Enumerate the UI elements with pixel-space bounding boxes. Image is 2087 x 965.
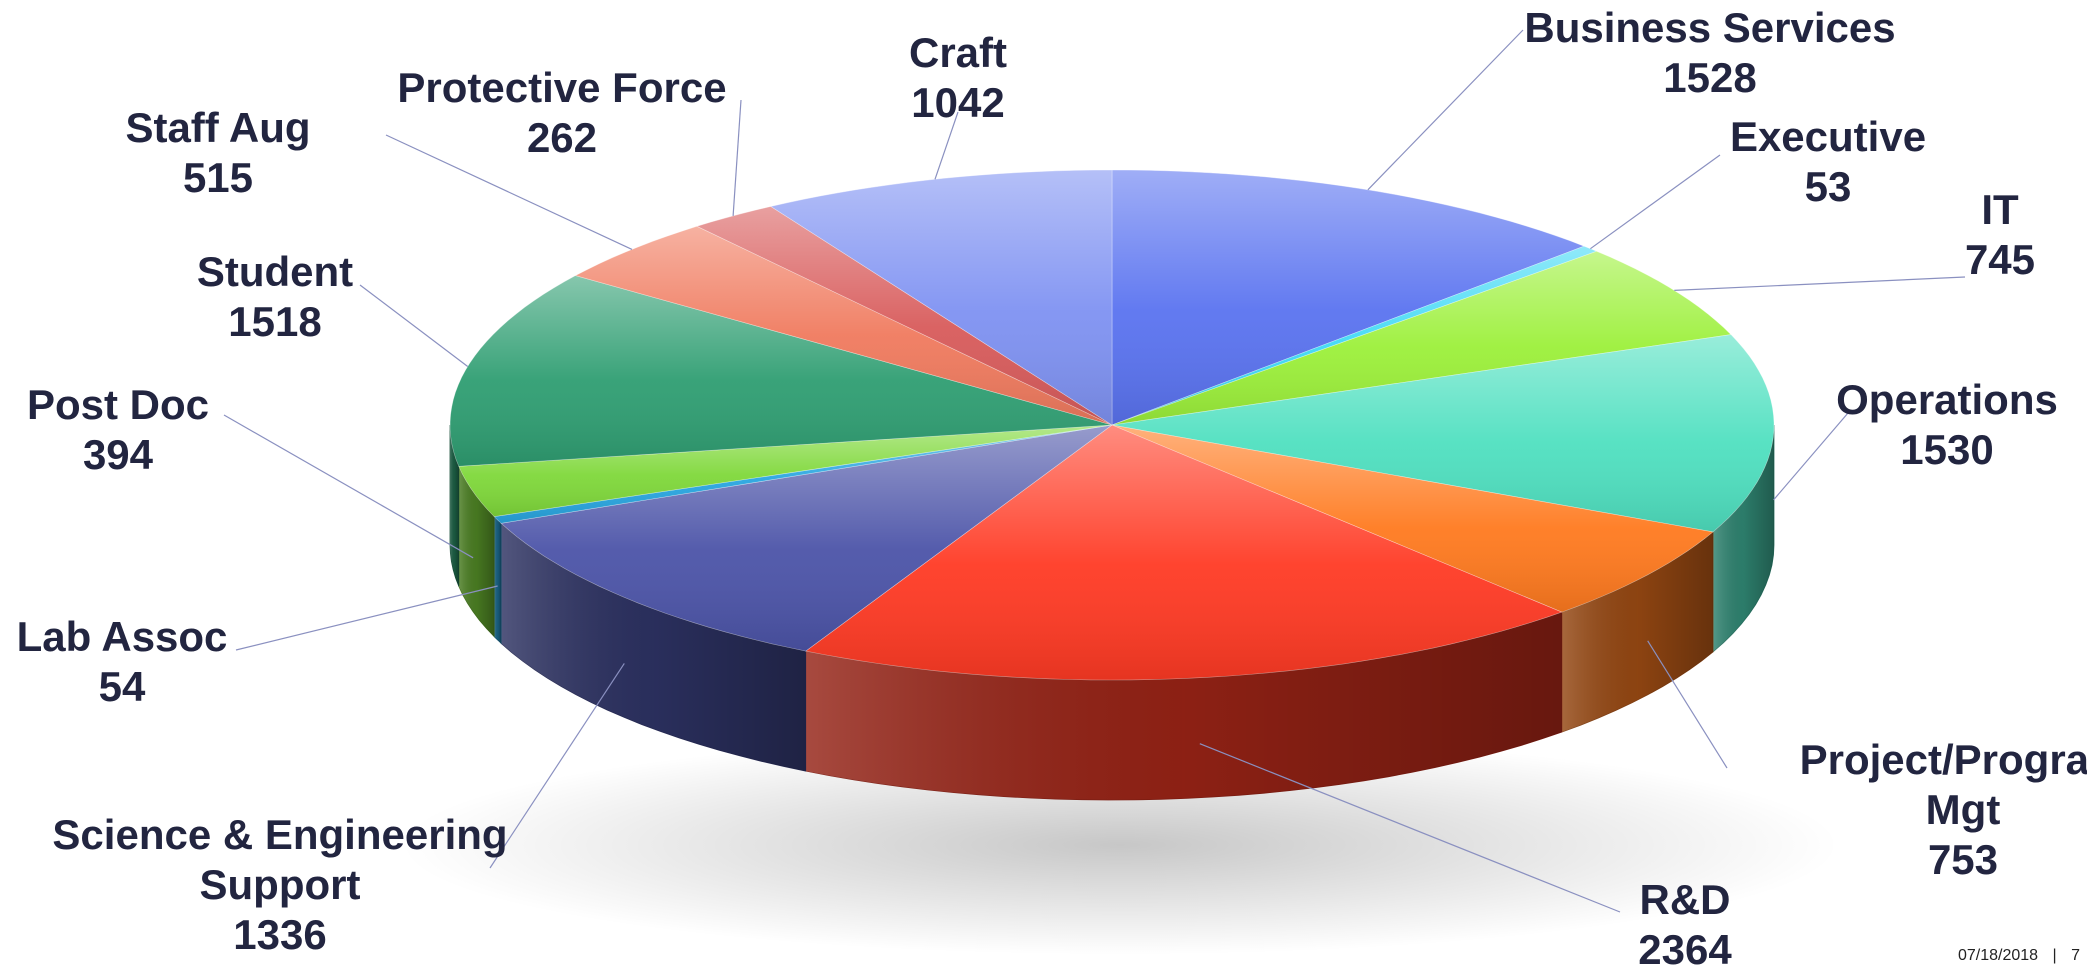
label-student-line-2: 1518	[228, 298, 321, 345]
label-craft-line-2: 1042	[911, 79, 1004, 126]
label-project-program-mgt-line-3: 753	[1928, 836, 1998, 883]
label-business-services-line-2: 1528	[1663, 54, 1756, 101]
label-operations-line-1: Operations	[1836, 376, 2058, 423]
leader-line-it	[1674, 276, 1966, 291]
footer-date: 07/18/2018	[1958, 947, 2038, 964]
slice-project-program-mgt	[1111, 424, 1714, 613]
label-r-and-d: R&D 2364	[1638, 876, 1732, 965]
leader-line-randd	[1199, 743, 1621, 913]
label-post-doc: Post Doc 394	[27, 381, 209, 478]
label-project-program-mgt-line-2: Mgt	[1926, 786, 2001, 833]
label-business-services-line-1: Business Services	[1524, 4, 1895, 51]
leader-line-post-doc	[223, 414, 474, 559]
slice-it	[1111, 250, 1732, 426]
label-staff-aug-line-1: Staff Aug	[125, 104, 310, 151]
leader-line-science-and-engineering-support	[489, 663, 625, 869]
label-operations-line-2: 1530	[1900, 426, 1993, 473]
label-executive: Executive 53	[1730, 113, 1926, 210]
label-lab-assoc-line-2: 54	[99, 663, 146, 710]
leader-line-operations	[1773, 412, 1849, 501]
label-operations: Operations 1530	[1836, 376, 2058, 473]
slice-business-services	[1111, 169, 1585, 426]
label-project-program-mgt-line-1: Project/Program	[1800, 736, 2087, 783]
pie-shadow	[400, 735, 1840, 955]
label-protective-force: Protective Force 262	[397, 64, 726, 161]
side-wall-post-doc	[458, 466, 495, 638]
leader-line-craft	[934, 111, 959, 180]
slice-labels: Business Services 1528 Executive 53 IT 745 Ope…	[17, 4, 2087, 965]
label-lab-assoc: Lab Assoc 54	[17, 613, 228, 710]
footer-page: 7	[2071, 947, 2080, 964]
label-project-program-mgt: Project/ProgramMgt753	[1800, 736, 2087, 883]
label-business-services: Business Services 1528	[1524, 4, 1895, 101]
label-science-engineering-support: Science & Engineering Support 1336	[52, 811, 507, 958]
leader-line-business-services	[1367, 29, 1524, 191]
leader-line-student	[359, 284, 469, 367]
label-staff-aug-line-2: 515	[183, 154, 253, 201]
leader-line-protective-force	[732, 99, 742, 216]
label-it-line-2: 745	[1965, 236, 2035, 283]
slice-craft	[770, 169, 1113, 426]
slice-operations	[1111, 334, 1775, 533]
slice-science-and-engineering-support	[500, 424, 1113, 652]
label-executive-line-1: Executive	[1730, 113, 1926, 160]
label-protective-force-line-2: 262	[527, 114, 597, 161]
label-science-engineering-support-line-3: 1336	[233, 911, 326, 958]
label-it-line-1: IT	[1981, 186, 2019, 233]
leader-line-lab-assoc	[235, 585, 498, 651]
label-post-doc-line-2: 394	[83, 431, 154, 478]
footer-text: 07/18/2018 | 7	[1958, 947, 2080, 964]
leader-line-staff-aug	[385, 134, 633, 250]
leader-line-project-program-mgt	[1647, 640, 1728, 769]
label-lab-assoc-line-1: Lab Assoc	[17, 613, 228, 660]
label-executive-line-2: 53	[1805, 163, 1852, 210]
label-staff-aug: Staff Aug 515	[125, 104, 310, 201]
side-wall-lab-assoc	[493, 515, 502, 645]
leader-line-executive	[1590, 154, 1721, 250]
pie-top-faces	[449, 169, 1775, 681]
label-it: IT 745	[1965, 186, 2035, 283]
label-r-and-d-line-2: 2364	[1638, 926, 1732, 965]
slice-staff-aug	[574, 225, 1113, 426]
pie-side-walls	[449, 424, 1775, 801]
label-protective-force-line-1: Protective Force	[397, 64, 726, 111]
label-craft-line-1: Craft	[909, 29, 1007, 76]
label-student-line-1: Student	[197, 248, 353, 295]
leader-lines	[223, 29, 1966, 913]
slice-post-doc	[458, 424, 1113, 517]
label-post-doc-line-1: Post Doc	[27, 381, 209, 428]
label-student: Student 1518	[197, 248, 353, 345]
label-r-and-d-line-1: R&D	[1640, 876, 1731, 923]
slice-randd	[804, 424, 1563, 681]
label-science-engineering-support-line-2: Support	[200, 861, 361, 908]
slice-student	[449, 275, 1113, 467]
footer-separator: |	[2052, 947, 2056, 964]
label-science-engineering-support-line-1: Science & Engineering	[52, 811, 507, 858]
label-craft: Craft 1042	[909, 29, 1007, 126]
